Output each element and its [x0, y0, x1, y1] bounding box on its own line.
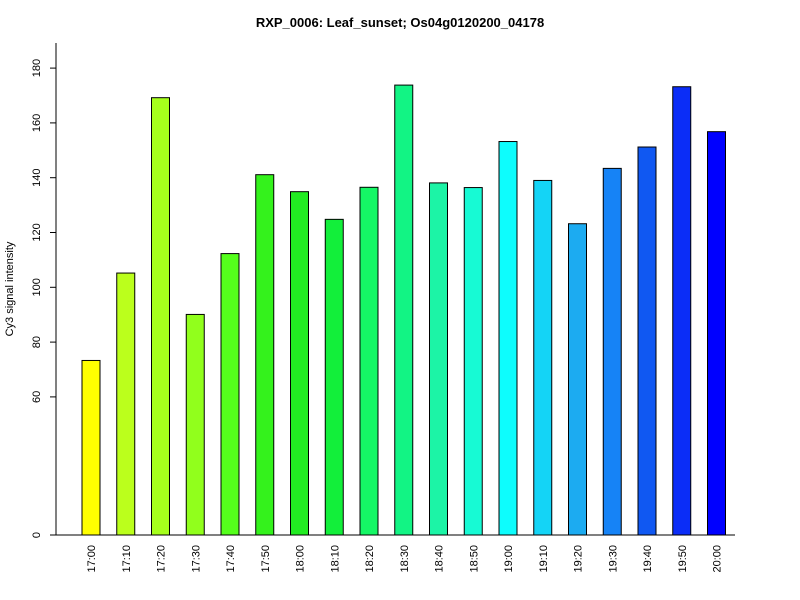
y-tick-label: 100 — [31, 278, 43, 296]
x-tick-label: 19:10 — [538, 545, 550, 573]
x-tick-label: 17:40 — [225, 545, 237, 573]
bar-2000 — [707, 131, 726, 536]
x-tick-label: 17:00 — [86, 545, 98, 573]
x-tick-label: 18:30 — [399, 545, 411, 573]
x-tick-label: 20:00 — [712, 545, 724, 573]
x-tick-label: 17:30 — [190, 545, 202, 573]
bar-1740 — [220, 253, 240, 536]
y-tick-label: 180 — [31, 59, 43, 77]
bar-1720 — [151, 97, 170, 536]
bar-1820 — [359, 186, 379, 536]
bar-1830 — [394, 84, 414, 536]
x-tick-label: 19:40 — [642, 545, 654, 573]
bar-1930 — [602, 167, 622, 536]
x-tick-label: 17:50 — [260, 545, 272, 573]
chart-title: RXP_0006: Leaf_sunset; Os04g0120200_0417… — [256, 15, 544, 30]
x-axis-labels: 17:00 17:10 17:20 17:30 17:40 17:50 18:00 18:10… — [86, 545, 724, 573]
y-tick-label: 140 — [31, 169, 43, 187]
y-tick-label: 120 — [31, 223, 43, 241]
bar-1850 — [463, 187, 483, 536]
x-tick-label: 19:50 — [677, 545, 689, 573]
x-tick-label: 17:20 — [156, 545, 168, 573]
x-tick-label: 19:20 — [573, 545, 585, 573]
bar-1900 — [498, 141, 518, 536]
bar-1940 — [637, 146, 657, 536]
x-tick-label: 18:40 — [434, 545, 446, 573]
x-tick-label: 18:00 — [295, 545, 307, 573]
x-tick-label: 17:10 — [121, 545, 133, 573]
bar-1710 — [116, 272, 136, 536]
bar-1800 — [290, 191, 309, 536]
bars-group — [81, 84, 726, 536]
bar-1700 — [81, 359, 101, 536]
bar-1840 — [429, 182, 448, 536]
x-tick-label: 18:20 — [364, 545, 376, 573]
bar-1750 — [255, 174, 275, 536]
y-tick-label: 60 — [31, 391, 43, 403]
bar-1810 — [324, 218, 344, 536]
y-axis-ticks: 0 60 80 100 120 140 160 180 — [31, 59, 56, 538]
y-tick-label: 0 — [31, 532, 43, 538]
x-tick-label: 18:50 — [468, 545, 480, 573]
bar-1920 — [568, 223, 587, 536]
x-tick-label: 19:30 — [607, 545, 619, 573]
bar-1730 — [185, 313, 205, 536]
x-tick-label: 19:00 — [503, 545, 515, 573]
bar-1950 — [672, 86, 692, 536]
y-axis-label: Cy3 signal intensity — [4, 241, 16, 336]
y-tick-label: 160 — [31, 114, 43, 132]
y-tick-label: 80 — [31, 336, 43, 348]
bar-1910 — [533, 179, 553, 536]
x-tick-label: 18:10 — [329, 545, 341, 573]
